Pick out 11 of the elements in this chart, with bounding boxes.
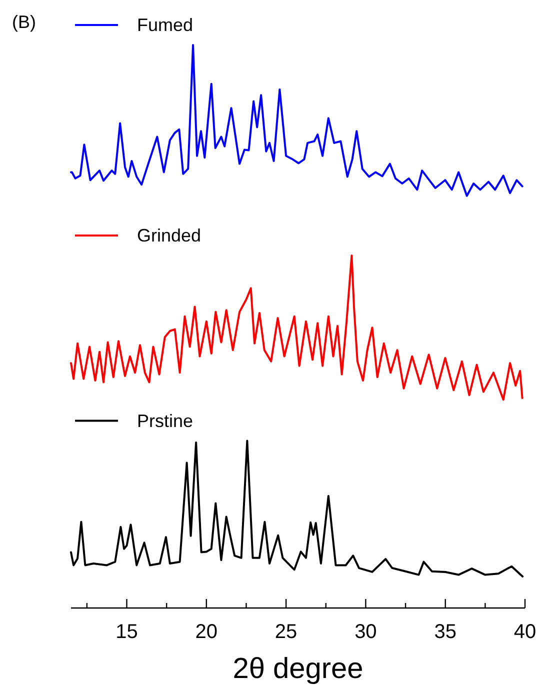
legend-label: Grinded [137, 226, 202, 246]
x-axis-title: 2θ degree [232, 653, 364, 685]
x-tick-label: 15 [116, 621, 138, 643]
legend-label: Prstine [137, 410, 194, 431]
x-tick-label: 35 [434, 621, 456, 643]
x-tick-label: 20 [195, 621, 218, 643]
x-tick-label: 40 [514, 621, 536, 643]
legend-label: Fumed [137, 15, 194, 35]
x-tick-label: 30 [354, 621, 377, 643]
x-tick-label: 25 [274, 621, 298, 643]
text: (B) [12, 12, 36, 32]
